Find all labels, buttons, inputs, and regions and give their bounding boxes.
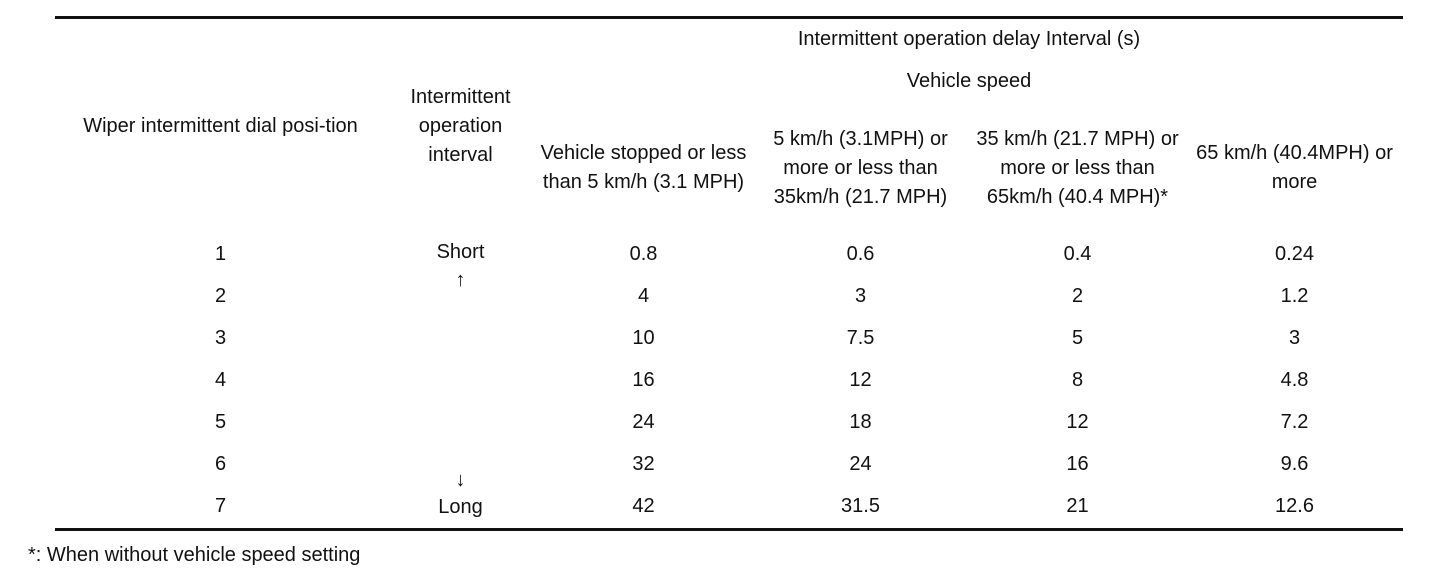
table-row: 3 10 7.5 5 3 xyxy=(55,318,1403,360)
header-vehicle-speed: Vehicle speed xyxy=(906,70,1032,92)
table-row: 6 32 24 16 9.6 xyxy=(55,444,1403,486)
value-cell: 0.6 xyxy=(846,243,875,265)
value-cell: 4.8 xyxy=(1280,369,1309,391)
header-dial-position: Wiper intermittent dial posi-tion xyxy=(55,16,386,234)
value-cell: 12.6 xyxy=(1186,485,1404,531)
value-cell: 3 xyxy=(854,285,867,307)
value-cell: 10 xyxy=(632,327,655,349)
dial-position-cell: 6 xyxy=(214,453,227,475)
value-cell: 8 xyxy=(1071,369,1084,391)
value-cell: 0.8 xyxy=(629,243,658,265)
value-cell: 24 xyxy=(632,411,655,433)
table-row: 5 24 18 12 7.2 xyxy=(55,402,1403,444)
value-cell: 12 xyxy=(849,369,872,391)
table-row: 7 42 31.5 21 12.6 xyxy=(55,485,1404,531)
interval-long: ↓ Long xyxy=(386,467,535,522)
long-label: Long xyxy=(438,495,483,518)
value-cell: 7.2 xyxy=(1280,411,1309,433)
value-cell: 3 xyxy=(1288,327,1301,349)
header-speed-col-2: 5 km/h (3.1MPH) or more or less than 35k… xyxy=(773,127,948,208)
dial-position-cell: 7 xyxy=(55,485,386,531)
interval-cell: Short ↑ ↓ Long xyxy=(386,233,535,531)
value-cell: 2 xyxy=(1071,285,1084,307)
value-cell: 32 xyxy=(632,453,655,475)
value-cell: 12 xyxy=(1066,411,1089,433)
value-cell: 4 xyxy=(637,285,650,307)
value-cell: 18 xyxy=(849,411,872,433)
wiper-interval-table: Wiper intermittent dial posi-tion Interm… xyxy=(55,16,1404,531)
interval-short: Short ↑ xyxy=(386,238,535,293)
short-label: Short xyxy=(436,240,485,263)
header-speed-col-3: 35 km/h (21.7 MPH) or more or less than … xyxy=(976,127,1179,208)
header-delay-interval: Intermittent operation delay Interval (s… xyxy=(535,16,1404,61)
table-row: 2 4 3 2 1.2 xyxy=(55,276,1403,318)
down-arrow-icon: ↓ xyxy=(455,468,466,491)
header-speed-col-1: Vehicle stopped or less than 5 km/h (3.1… xyxy=(540,142,747,193)
value-cell: 31.5 xyxy=(752,485,969,531)
table-row: 4 16 12 8 4.8 xyxy=(55,360,1403,402)
value-cell: 5 xyxy=(1071,327,1084,349)
value-cell: 16 xyxy=(1066,453,1089,475)
up-arrow-icon: ↑ xyxy=(455,268,466,291)
value-cell: 21 xyxy=(969,485,1186,531)
table-row: 1 Short ↑ ↓ Long 0.8 0.6 0.4 0.24 xyxy=(55,233,1403,531)
dial-position-cell: 4 xyxy=(214,369,227,391)
dial-position-cell: 1 xyxy=(214,243,227,265)
header-interval: Intermittent operation interval xyxy=(386,16,535,234)
dial-position-cell: 5 xyxy=(214,411,227,433)
value-cell: 42 xyxy=(535,485,752,531)
header-speed-col-4: 65 km/h (40.4MPH) or more xyxy=(1196,142,1393,193)
dial-position-cell: 3 xyxy=(214,327,227,349)
value-cell: 24 xyxy=(849,453,872,475)
value-cell: 7.5 xyxy=(846,327,875,349)
value-cell: 16 xyxy=(632,369,655,391)
footnote: *: When without vehicle speed setting xyxy=(28,544,361,566)
value-cell: 1.2 xyxy=(1280,285,1309,307)
value-cell: 0.4 xyxy=(1063,243,1092,265)
dial-position-cell: 2 xyxy=(214,285,227,307)
value-cell: 0.24 xyxy=(1275,243,1314,265)
value-cell: 9.6 xyxy=(1280,453,1309,475)
